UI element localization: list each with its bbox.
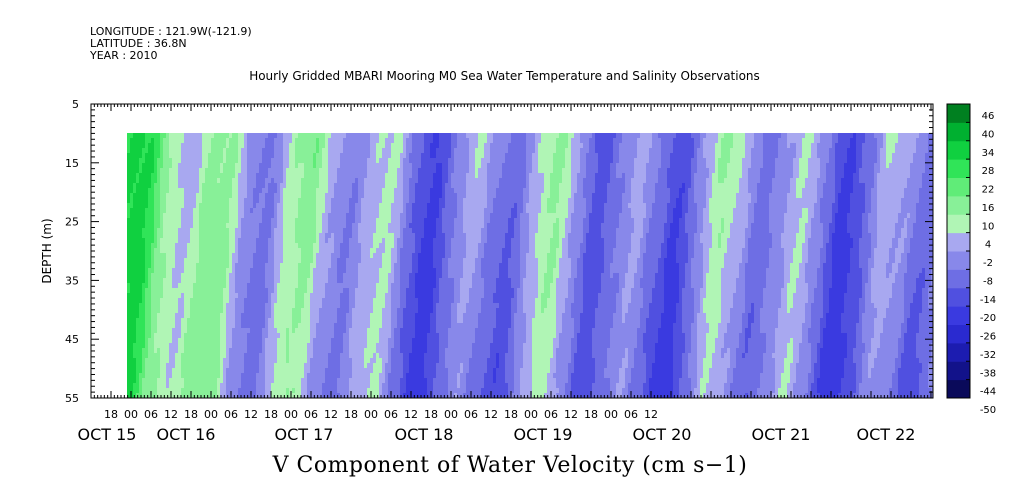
x-hour-label: 18: [504, 408, 518, 421]
colorbar-swatch: [947, 379, 970, 399]
x-hour-label: 00: [604, 408, 618, 421]
x-hour-label: 18: [424, 408, 438, 421]
x-hour-label: 06: [544, 408, 558, 421]
colorbar-swatch: [947, 251, 970, 270]
x-hour-label: 12: [484, 408, 498, 421]
colorbar-swatch: [947, 269, 970, 289]
year-label: YEAR : 2010: [90, 49, 158, 62]
colorbar-label: 40: [982, 129, 995, 140]
y-axis-label: DEPTH (m): [40, 218, 54, 283]
x-hour-label: 06: [624, 408, 638, 421]
x-hour-label: 06: [304, 408, 318, 421]
chart-caption: V Component of Water Velocity (cm s−1): [272, 453, 748, 478]
colorbar-swatch: [947, 140, 970, 160]
colorbar-label: 22: [982, 185, 995, 196]
y-tick-label: 25: [65, 216, 79, 229]
colorbar-label: 4: [985, 240, 991, 251]
colorbar-swatch: [947, 159, 970, 178]
x-hour-label: 00: [284, 408, 298, 421]
x-hour-label: 00: [124, 408, 138, 421]
x-hour-label: 00: [524, 408, 538, 421]
colorbar-label: 46: [982, 111, 995, 122]
x-hour-label: 12: [564, 408, 578, 421]
colorbar-swatch: [947, 342, 970, 362]
colorbar-swatch: [947, 306, 970, 325]
x-hour-label: 18: [104, 408, 118, 421]
x-hour-label: 12: [644, 408, 658, 421]
x-hour-label: 18: [184, 408, 198, 421]
y-axis: 5 15 25 35 45 55: [65, 98, 933, 405]
colorbar-label: 16: [982, 203, 995, 214]
x-date-label: OCT 22: [857, 425, 916, 444]
x-date-label: OCT 20: [633, 425, 692, 444]
x-hour-label: 18: [264, 408, 278, 421]
colorbar-swatch: [947, 361, 970, 381]
colorbar-swatch: [947, 324, 970, 344]
colorbar-label: -44: [980, 387, 996, 398]
colorbar-label: -14: [980, 295, 996, 306]
chart-title: Hourly Gridded MBARI Mooring M0 Sea Wate…: [249, 69, 760, 83]
x-axis: 18 00 06 12 18 00 06 12 18 00 06 12 18 00 06 12 18 00 06 12…: [78, 104, 932, 444]
y-tick-label: 15: [65, 157, 79, 170]
x-hour-label: 18: [584, 408, 598, 421]
x-hour-label: 12: [324, 408, 338, 421]
colorbar-label: 10: [982, 221, 995, 232]
colorbar-label: -2: [983, 258, 993, 269]
x-date-label: OCT 17: [275, 425, 334, 444]
colorbar-label: -50: [980, 405, 996, 416]
x-hour-label: 12: [244, 408, 258, 421]
colorbar-label: 34: [982, 148, 995, 159]
colorbar-label: -38: [980, 368, 996, 379]
colorbar-label: -20: [980, 313, 996, 324]
colorbar: 46 40 34 28 22 16 10 4 -2 -8 -14 -20 -26 -32 -38 -44 -50: [946, 103, 996, 416]
colorbar-label: -8: [983, 276, 993, 287]
latitude-label: LATITUDE : 36.8N: [90, 37, 187, 50]
x-hour-label: 12: [164, 408, 178, 421]
colorbar-swatch: [947, 195, 970, 215]
colorbar-swatch: [947, 232, 970, 252]
colorbar-swatch: [947, 177, 970, 197]
x-date-label: OCT 21: [752, 425, 811, 444]
colorbar-label: -26: [980, 332, 996, 343]
x-hour-label: 18: [344, 408, 358, 421]
colorbar-swatch: [947, 104, 970, 123]
x-hour-label: 06: [384, 408, 398, 421]
y-tick-label: 5: [72, 98, 79, 111]
x-hour-label: 00: [364, 408, 378, 421]
x-date-label: OCT 19: [514, 425, 573, 444]
x-hour-label: 06: [464, 408, 478, 421]
x-hour-label: 00: [204, 408, 218, 421]
colorbar-swatch: [947, 214, 970, 234]
x-date-label: OCT 18: [395, 425, 454, 444]
x-hour-label: 00: [444, 408, 458, 421]
colorbar-swatch: [947, 287, 970, 307]
x-date-label: OCT 16: [157, 425, 216, 444]
heatmap-field: [127, 133, 933, 398]
colorbar-label: -32: [980, 350, 996, 361]
colorbar-swatch: [947, 122, 970, 142]
y-tick-label: 35: [65, 274, 79, 287]
x-hour-label: 12: [404, 408, 418, 421]
y-tick-label: 55: [65, 392, 79, 405]
x-date-label: OCT 15: [78, 425, 137, 444]
x-hour-label: 06: [224, 408, 238, 421]
colorbar-label: 28: [982, 166, 995, 177]
y-tick-label: 45: [65, 333, 79, 346]
x-hour-label: 06: [144, 408, 158, 421]
longitude-label: LONGITUDE : 121.9W(-121.9): [90, 25, 252, 38]
